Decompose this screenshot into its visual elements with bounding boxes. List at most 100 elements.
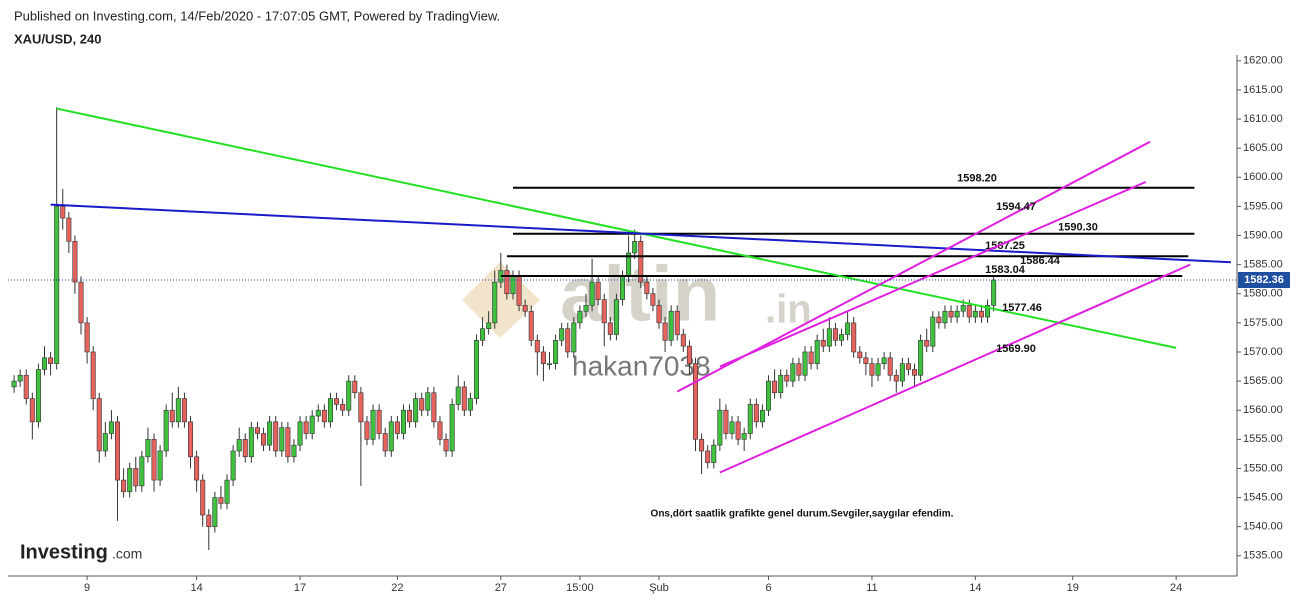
candle-body [400, 409, 406, 434]
candle-body [583, 305, 589, 312]
candle-body [857, 351, 863, 359]
candle-body [200, 479, 206, 516]
candle-body [461, 386, 467, 411]
candle-body [370, 409, 376, 440]
trend-line [719, 181, 1147, 368]
y-tick-label: 1600.00 [1243, 171, 1283, 183]
candle-body [151, 439, 157, 481]
x-tick-label: 11 [866, 582, 877, 594]
candle-body [540, 351, 546, 364]
logo-name: Investing [20, 541, 108, 563]
candle-body [248, 427, 254, 458]
logo: Investing .com [20, 541, 142, 563]
candle-body [35, 369, 41, 423]
level-label: 1598.20 [957, 173, 997, 185]
candle-body [66, 217, 72, 242]
candle-body [985, 305, 991, 318]
trend-line [719, 263, 1191, 474]
candle-body [729, 421, 735, 434]
published-note: Published on Investing.com, 14/Feb/2020 … [14, 8, 500, 23]
y-tick-label: 1540.00 [1243, 521, 1283, 533]
candle-body [218, 497, 224, 504]
candle-body [936, 316, 942, 324]
candle-body [279, 427, 285, 452]
candle-body [832, 328, 838, 341]
candle-body [796, 363, 802, 376]
candle-body [930, 316, 936, 347]
trend-label: 1594.47 [996, 201, 1036, 213]
candle-body [601, 299, 607, 324]
candle-body [175, 398, 181, 423]
candle-body [181, 398, 187, 423]
candle-body [194, 456, 200, 481]
candle-body [851, 322, 857, 353]
candle-body [254, 427, 260, 434]
candle-body [309, 415, 315, 434]
candle-body [376, 409, 382, 434]
x-tick-label: 6 [765, 582, 771, 594]
candle-body [741, 433, 747, 440]
candle-body [905, 363, 911, 370]
trend-label: 1587.25 [985, 240, 1025, 252]
candle-body [528, 310, 534, 341]
candle-body [875, 363, 881, 376]
trend-line [56, 107, 1177, 349]
candle-body [273, 421, 279, 452]
level-label: 1590.30 [1058, 222, 1098, 234]
candle-body [11, 380, 17, 388]
chart-note: Ons,dört saatlik grafikte genel durum.Se… [651, 509, 954, 520]
price-badge [1238, 272, 1290, 289]
candle-body [918, 340, 924, 376]
candle-body [303, 421, 309, 434]
candle-body [352, 380, 358, 394]
y-tick-label: 1570.00 [1243, 346, 1283, 358]
candle-body [169, 409, 175, 423]
candle-body [54, 206, 60, 364]
candle-body [747, 404, 753, 434]
logo-suffix: .com [112, 546, 142, 562]
candle-body [510, 275, 516, 295]
y-tick-label: 1580.00 [1243, 288, 1283, 300]
candle-body [839, 334, 845, 341]
candle-body [449, 404, 455, 452]
candle-body [912, 369, 918, 376]
candle-body [814, 340, 820, 364]
candle-body [668, 310, 674, 341]
candle-body [656, 305, 662, 324]
candle-body [753, 404, 759, 423]
candle-body [784, 374, 790, 382]
candle-body [163, 409, 169, 452]
candle-body [84, 322, 90, 353]
candle-body [443, 439, 449, 452]
candle-body [29, 398, 35, 423]
x-tick-label: Şub [649, 582, 669, 594]
symbol: XAU/USD, 240 [14, 31, 101, 46]
candle-body [486, 322, 492, 329]
trend-label: 1569.90 [996, 343, 1036, 355]
candle-body [577, 310, 583, 324]
x-tick-label: 15:00 [566, 582, 594, 594]
candle-body [321, 409, 327, 423]
candle-body [139, 456, 145, 487]
candle-body [516, 275, 522, 306]
y-tick-label: 1595.00 [1243, 200, 1283, 212]
candle-body [78, 281, 84, 324]
candle-body [358, 392, 364, 423]
candle-body [431, 392, 437, 423]
candle-body [108, 421, 114, 434]
candle-body [863, 357, 869, 364]
y-tick-label: 1575.00 [1243, 317, 1283, 329]
candle-body [723, 409, 729, 434]
candle-body [42, 357, 48, 370]
candle-body [382, 433, 388, 452]
candle-body [297, 421, 303, 446]
x-tick-label: 22 [391, 582, 403, 594]
candle-body [133, 468, 139, 487]
candle-body [480, 328, 486, 341]
candle-body [924, 340, 930, 347]
candle-body [504, 270, 510, 295]
y-tick-label: 1565.00 [1243, 375, 1283, 387]
candle-body [711, 444, 717, 463]
